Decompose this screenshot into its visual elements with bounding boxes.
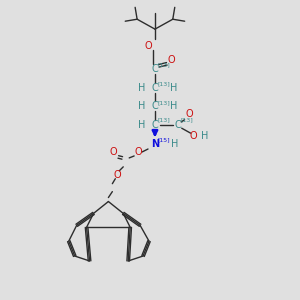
Text: O: O xyxy=(144,41,152,51)
Text: O: O xyxy=(190,131,197,141)
Text: C: C xyxy=(174,120,181,130)
Text: N: N xyxy=(151,139,159,149)
Text: [13]: [13] xyxy=(158,100,170,105)
Text: C: C xyxy=(152,82,158,93)
Text: C: C xyxy=(152,120,158,130)
Text: [13]: [13] xyxy=(158,81,170,86)
Text: H: H xyxy=(138,101,146,111)
Text: O: O xyxy=(186,109,194,119)
Text: O: O xyxy=(168,55,176,65)
Text: H: H xyxy=(170,101,178,111)
Text: O: O xyxy=(113,170,121,180)
Text: H: H xyxy=(171,139,178,149)
Text: H: H xyxy=(138,120,146,130)
Text: [15]: [15] xyxy=(158,138,170,142)
Text: H: H xyxy=(170,82,178,93)
Text: [13]: [13] xyxy=(180,118,193,123)
Text: O: O xyxy=(110,147,117,157)
Text: O: O xyxy=(134,147,142,157)
Text: [13]: [13] xyxy=(158,62,170,67)
Text: H: H xyxy=(138,82,146,93)
Text: [13]: [13] xyxy=(158,118,170,123)
Text: C: C xyxy=(152,101,158,111)
Text: C: C xyxy=(152,64,158,74)
Text: H: H xyxy=(201,131,208,141)
